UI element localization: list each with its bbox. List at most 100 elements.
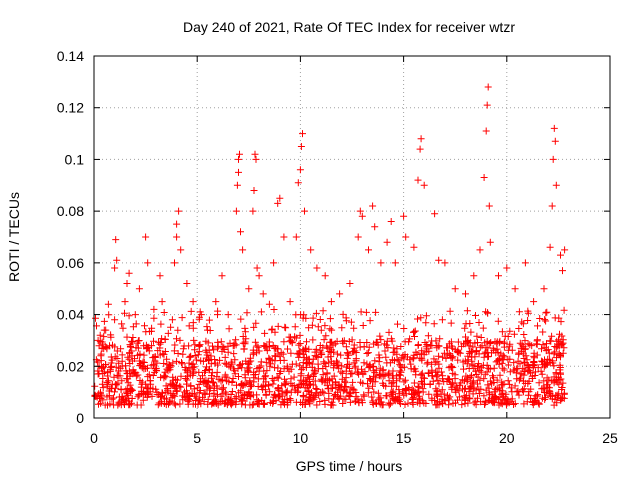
data-point [490,379,498,386]
data-point [534,364,542,372]
data-point [249,207,257,215]
data-point [535,379,543,387]
data-point [238,397,246,405]
data-point [211,382,218,390]
data-point [347,318,355,326]
data-point [360,359,368,367]
data-point [276,357,284,364]
data-point [156,351,164,359]
data-point [313,385,321,393]
data-point [95,342,103,350]
data-point [472,367,480,375]
data-point [401,351,409,358]
data-point [119,324,127,332]
x-tick-label: 10 [293,430,309,446]
data-point [355,370,363,378]
data-point [493,384,501,392]
data-point [401,363,409,371]
data-point [510,359,518,367]
data-point [337,351,345,359]
data-point [137,361,145,369]
data-point [401,401,409,408]
data-point [449,380,457,388]
data-point [559,267,566,275]
data-point [187,382,195,390]
data-point [204,395,212,403]
data-point [460,340,467,348]
data-point [464,356,472,364]
data-point [465,365,473,372]
data-point [164,329,172,337]
data-point [145,371,153,379]
data-point [197,357,205,365]
data-point [385,328,393,336]
data-point [532,396,540,404]
data-point [178,360,186,368]
data-point [477,334,485,341]
data-point [110,401,118,409]
plot-frame [93,55,611,419]
data-point [344,350,352,358]
data-point [500,380,508,388]
data-point [497,399,505,407]
data-point [339,387,347,395]
data-point [252,319,260,327]
data-point [104,300,112,308]
data-point [532,340,540,348]
data-point [270,306,278,313]
data-point [539,358,546,366]
data-point [241,328,249,336]
data-point [503,264,511,272]
data-point [537,367,545,375]
data-point [484,309,491,317]
data-point [470,399,478,407]
data-point [493,345,501,353]
data-point [194,351,202,359]
data-point [276,352,284,360]
data-point [248,401,256,409]
data-point [294,383,302,391]
data-point [239,381,247,389]
x-tick-label: 15 [396,430,412,446]
data-point [150,361,157,369]
data-point [425,390,433,398]
data-point [183,380,190,388]
data-point [548,377,556,385]
data-point [291,323,299,331]
data-point [237,228,244,236]
data-point [319,371,327,379]
data-point [447,338,455,346]
data-point [469,390,477,398]
data-point [529,358,537,366]
data-point [432,401,440,409]
data-point [232,341,240,349]
data-point [542,317,550,325]
data-point [352,357,360,365]
data-point [97,357,105,365]
data-point [540,385,548,393]
data-point [520,371,528,379]
data-point [484,396,492,404]
data-point [177,383,185,391]
data-point [335,364,343,372]
data-point [185,364,193,372]
data-point [369,202,377,210]
data-point [296,331,304,339]
data-point [316,398,324,405]
data-point [401,338,409,346]
data-point [480,353,488,361]
data-point [361,368,369,376]
data-point [406,356,414,364]
data-point [96,395,103,402]
data-point [423,360,431,368]
data-point [227,363,234,371]
data-point [452,399,459,407]
data-point [318,378,326,386]
data-point [328,326,336,334]
data-point [327,401,335,409]
data-point [117,385,125,393]
data-point [274,384,282,392]
data-point [139,396,147,404]
data-point [339,400,347,407]
data-point [244,391,252,399]
